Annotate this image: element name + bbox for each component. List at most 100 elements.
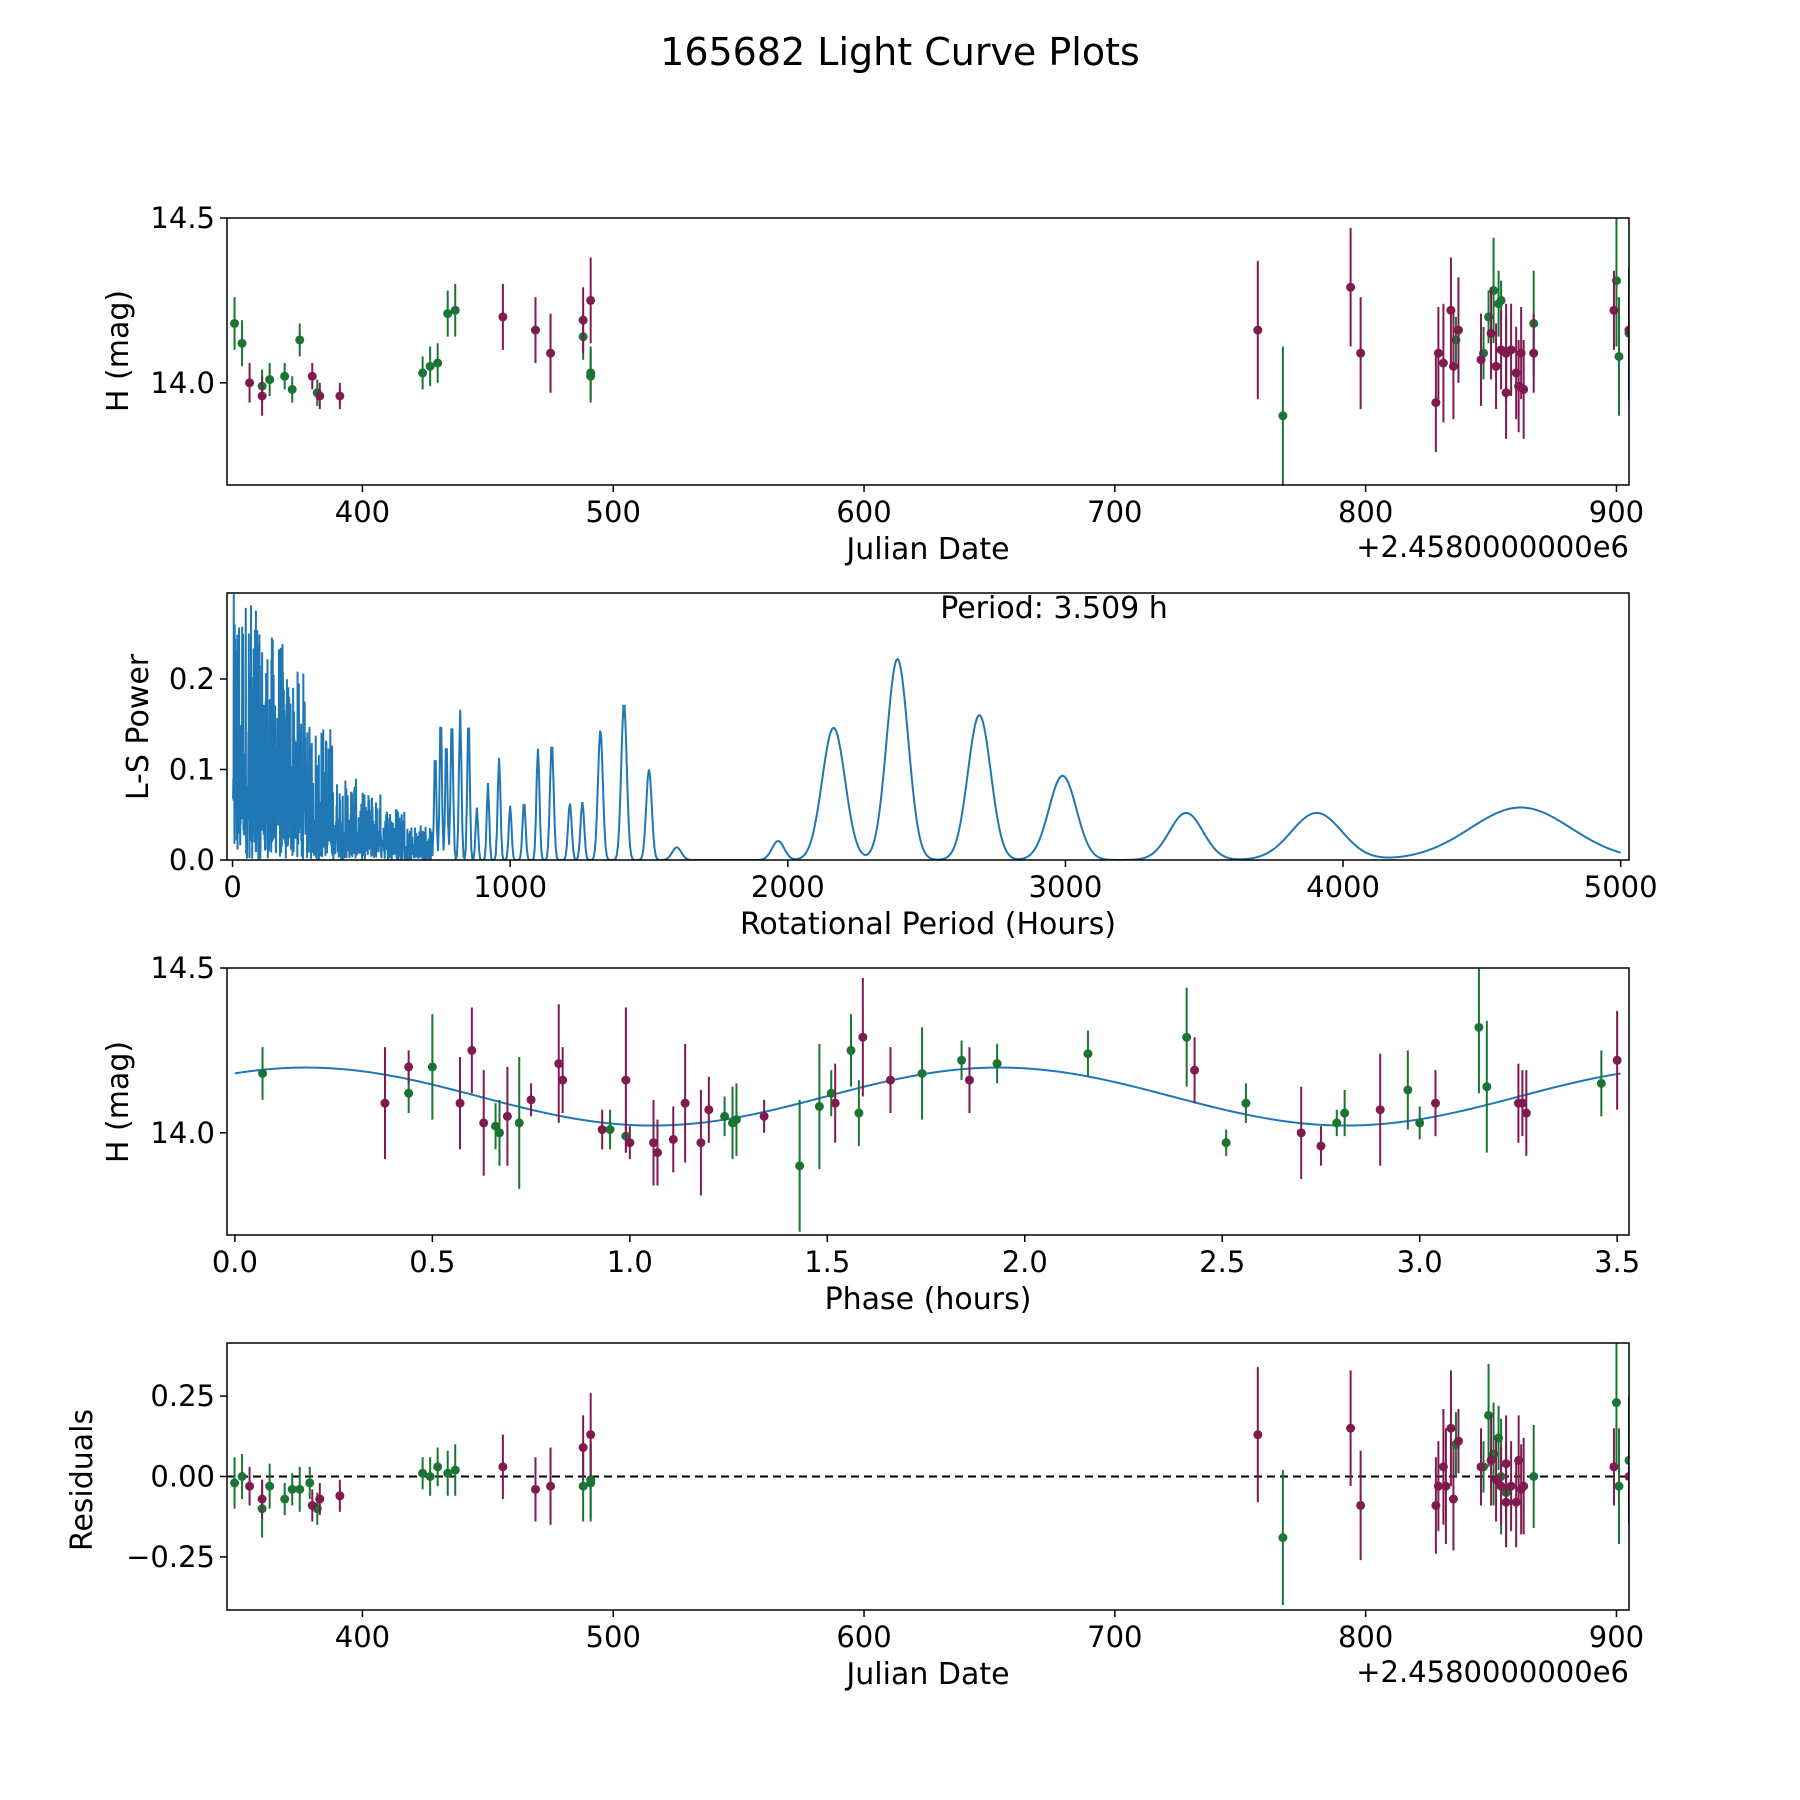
y-tick-label: 0.00 [150,1460,215,1494]
data-point [404,1062,414,1072]
data-point [1346,1423,1356,1433]
period-annotation: Period: 3.509 h [940,591,1168,626]
y-tick-label: 0.0 [169,843,215,877]
x-tick-label: 5000 [1584,870,1658,904]
x-tick-label: 400 [335,495,390,529]
data-point [578,1443,588,1453]
x-offset-label: +2.4580000000e6 [1356,530,1629,564]
data-point [846,1045,856,1055]
x-tick-label: 1.5 [804,1245,850,1279]
data-point [1182,1032,1192,1042]
data-point [1441,1481,1451,1491]
data-point [1624,325,1629,335]
data-point [1624,1472,1629,1481]
data-point [826,1088,836,1098]
data-point [1474,1022,1484,1032]
data-point [1296,1128,1306,1138]
light-curve-panel: 400 500 600 700 800 900 14.0 14.5 Julian Date +… [101,201,1644,567]
figure-title: 165682 Light Curve Plots [660,30,1140,74]
data-point [418,368,428,378]
x-tick-label: 400 [335,1620,390,1654]
model-fit-line [234,1066,1621,1127]
data-point [885,1075,895,1085]
data-point [1612,1055,1622,1065]
data-point [558,1075,568,1085]
data-point [680,1098,690,1108]
data-point [295,335,305,345]
data-point [257,1494,267,1504]
series-purple [245,1367,1629,1561]
data-point [1316,1141,1326,1151]
x-tick-label: 3.0 [1397,1245,1443,1279]
data-point [1438,358,1448,368]
data-point [237,1472,247,1481]
x-tick-label: 2000 [751,870,825,904]
data-point [759,1111,769,1121]
periodogram-panel: 0 1000 2000 3000 4000 5000 0.0 0.1 0.2 Period: 3… [121,591,1658,942]
x-tick-label: 600 [836,495,891,529]
data-point [1529,1472,1539,1481]
x-tick-label: 800 [1338,495,1393,529]
data-point [530,1484,540,1494]
data-point [1519,384,1529,394]
y-tick-label: 14.0 [150,366,215,400]
data-point [586,295,596,305]
data-point [295,1484,305,1494]
data-point [1596,1078,1606,1088]
data-point [814,1101,824,1111]
data-point [1253,325,1263,335]
data-point [1453,325,1463,335]
y-tick-label: 14.0 [150,1116,215,1150]
data-point [514,1118,524,1128]
data-point [597,1125,607,1135]
data-point [287,384,297,394]
data-point [245,1481,255,1491]
x-tick-label: 600 [836,1620,891,1654]
data-point [265,375,275,385]
data-point [1506,1481,1516,1491]
data-point [1241,1098,1251,1108]
y-tick-label: 0.25 [150,1379,215,1413]
data-point [418,1468,428,1478]
data-point [1278,411,1288,421]
x-offset-label: +2.4580000000e6 [1356,1655,1629,1689]
data-point [546,348,556,358]
data-point [427,1062,437,1072]
data-point [1609,305,1619,315]
x-axis-label: Julian Date [844,532,1009,567]
data-point [230,1478,240,1488]
data-point [1448,1494,1458,1504]
data-point [1611,1398,1621,1408]
x-tick-label: 0 [223,870,241,904]
y-axis-label: L-S Power [121,653,156,800]
data-point [1446,1423,1456,1433]
data-point [554,1059,564,1069]
data-point [280,371,290,381]
data-point [1453,1436,1463,1446]
series-green [230,218,1629,485]
data-point [1433,348,1443,358]
data-point [1506,345,1516,355]
data-point [1375,1105,1385,1115]
data-point [315,391,325,401]
data-point [1448,361,1458,371]
data-point [1496,1481,1506,1491]
data-point [1491,361,1501,371]
data-point [1491,1475,1501,1485]
data-point [605,1125,615,1135]
data-point [1614,351,1624,361]
data-point [467,1045,477,1055]
data-point [1482,1082,1492,1092]
data-point [1517,1098,1527,1108]
plot-frame [226,592,1630,861]
x-tick-label: 2.0 [1002,1245,1048,1279]
x-tick-label: 0.0 [212,1245,258,1279]
data-point [1346,282,1356,292]
x-tick-label: 900 [1589,1620,1644,1654]
data-point [586,1430,596,1440]
data-point [1529,348,1539,358]
x-tick-label: 800 [1338,1620,1393,1654]
data-point [578,1481,588,1491]
data-point [455,1098,465,1108]
data-point [704,1105,714,1115]
